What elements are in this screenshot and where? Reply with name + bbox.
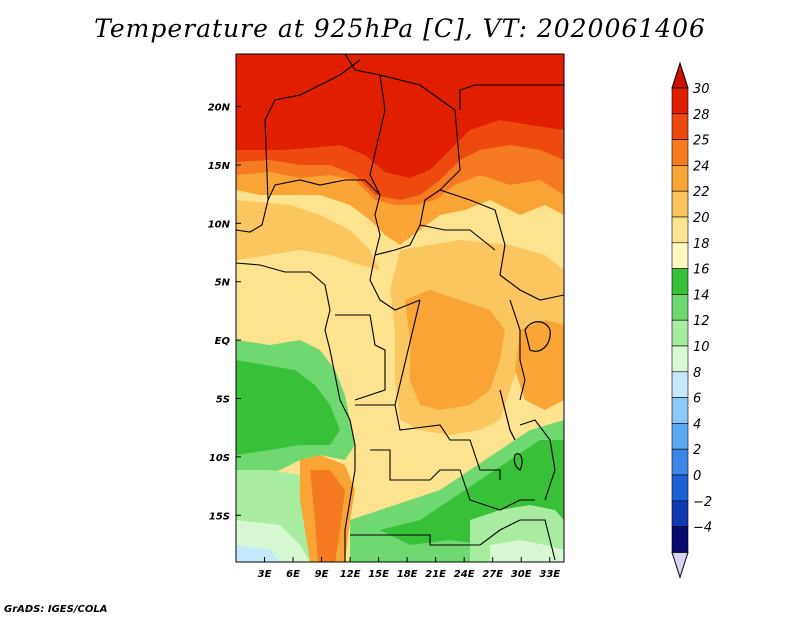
colorbar-segment [671,268,689,295]
colorbar-segment [671,526,689,553]
y-tick-label: 20N [208,103,231,114]
colorbar-label: 12 [693,314,710,329]
colorbar-label: 0 [693,469,701,484]
x-tick-label: 9E [315,569,329,580]
y-tick-label: 10N [208,219,231,230]
country-borders [236,54,564,562]
colorbar-segment [671,113,689,140]
x-tick-label: 30E [511,569,532,580]
colorbar-label: 28 [693,108,710,123]
colorbar-segment [671,474,689,502]
y-tick-label: 15N [208,161,231,172]
colorbar-label: 24 [693,159,710,174]
colorbar-segment [671,345,689,373]
colorbar-segment [671,87,689,115]
colorbar-segment [671,190,689,218]
x-tick-label: 18E [397,569,418,580]
x-axis-ticks: 3E 6E 9E 12E 15E 18E 21E 24E 27E 30E 33E [258,557,560,580]
map-frame [235,53,565,563]
colorbar-label: 4 [693,417,701,432]
y-tick-label: 5S [216,395,230,406]
colorbar-segment [671,294,689,321]
colorbar-segment [671,216,689,244]
colorbar-label: 25 [693,134,710,149]
colorbar-segment [671,423,689,450]
y-tick-label: 15S [209,511,230,522]
x-tick-label: 12E [340,569,361,580]
colorbar-segment [671,139,689,166]
map-title: Temperature at 925hPa [C], VT: 202006140… [94,14,706,43]
colorbar-label: 18 [693,237,710,252]
x-tick-label: 6E [286,569,300,580]
y-tick-label: 10S [209,453,230,464]
lakes [499,321,551,471]
colorbar-label: −2 [693,495,712,510]
colorbar-label: 10 [693,340,710,355]
colorbar-segment [671,242,689,269]
colorbar-label: 6 [693,392,701,407]
colorbar-top-arrow [671,61,689,89]
colorbar-segment [671,500,689,527]
x-tick-label: 24E [454,569,475,580]
x-tick-label: 27E [482,569,503,580]
x-tick-label: 21E [425,569,446,580]
colorbar-bottom-arrow [671,551,689,580]
colorbar-label: −4 [693,521,712,536]
colorbar-label: 22 [693,185,710,200]
colorbar-segment [671,371,689,398]
colorbar-segment [671,319,689,347]
x-tick-label: 33E [539,569,560,580]
grads-credit: GrADS: IGES/COLA [4,604,108,615]
y-axis-ticks: 20N 15N 10N 5N EQ 5S 10S 15S [208,103,241,522]
colorbar-label: 16 [693,263,710,278]
colorbar-label: 30 [693,82,710,97]
colorbar-label: 14 [693,288,710,303]
x-tick-label: 3E [258,569,272,580]
colorbar-segment [671,165,689,192]
colorbar-label: 20 [693,211,710,226]
colorbar-label: 2 [693,443,701,458]
colorbar-segment [671,397,689,424]
colorbar-label: 8 [693,366,701,381]
y-tick-label: 5N [215,278,231,289]
x-tick-label: 15E [368,569,389,580]
y-tick-label: EQ [215,336,231,347]
colorbar-segment [671,448,689,476]
